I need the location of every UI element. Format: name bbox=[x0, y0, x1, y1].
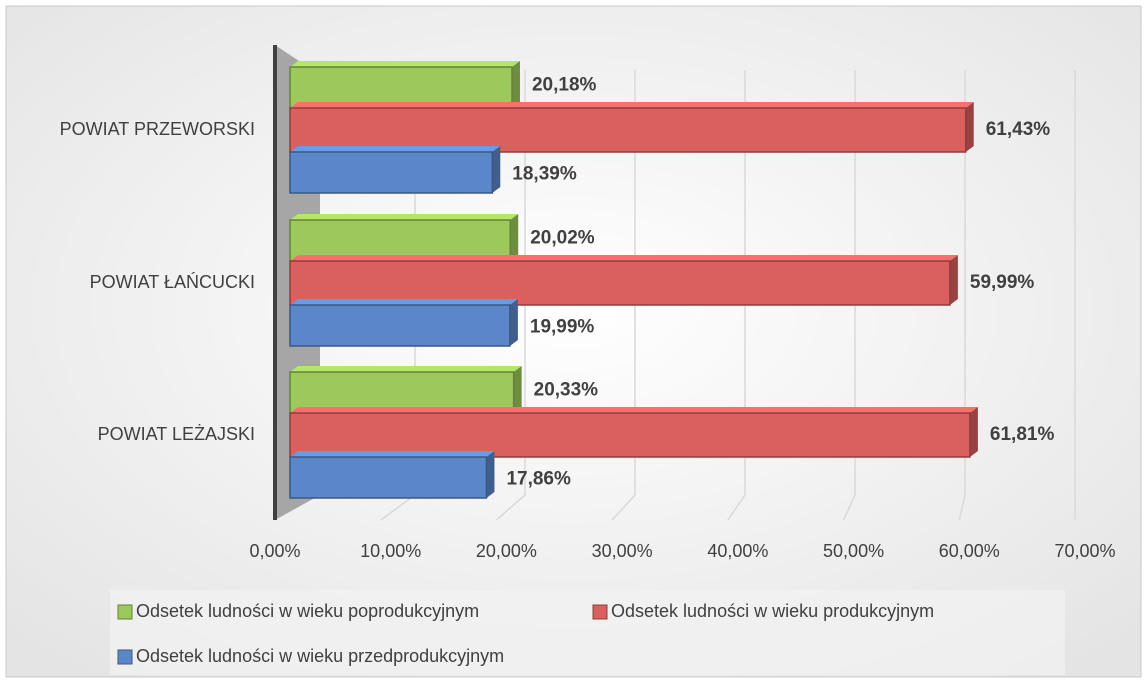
legend-box bbox=[110, 590, 1065, 675]
bar-top bbox=[290, 451, 495, 457]
grid-line bbox=[842, 70, 856, 521]
bar-side bbox=[509, 299, 518, 346]
x-tick-label: 0,00% bbox=[249, 541, 300, 561]
bar bbox=[289, 456, 488, 499]
bar-side bbox=[511, 61, 520, 108]
data-label: 20,18% bbox=[532, 75, 597, 96]
bar-top bbox=[290, 255, 958, 261]
x-tick-label: 30,00% bbox=[592, 541, 653, 561]
y-tick-label: POWIAT LEŻAJSKI bbox=[98, 424, 255, 444]
bar-side bbox=[949, 255, 958, 305]
bar-top bbox=[290, 102, 974, 108]
legend-label: Odsetek ludności w wieku produkcyjnym bbox=[611, 601, 934, 621]
x-tick-label: 50,00% bbox=[823, 541, 884, 561]
bar bbox=[289, 219, 511, 262]
grid-line bbox=[727, 70, 746, 521]
bar bbox=[289, 412, 971, 458]
data-label: 18,39% bbox=[512, 164, 577, 185]
grid-line bbox=[958, 70, 966, 521]
bar bbox=[289, 371, 515, 414]
bar-side bbox=[965, 102, 974, 152]
bar bbox=[289, 260, 951, 306]
x-tick-label: 10,00% bbox=[360, 541, 421, 561]
grid-line bbox=[611, 70, 636, 521]
bar-top bbox=[290, 299, 518, 305]
bar-side bbox=[486, 451, 495, 498]
bar-top bbox=[290, 366, 522, 372]
data-label: 61,43% bbox=[986, 119, 1051, 140]
grid-line bbox=[495, 70, 526, 521]
bar-top bbox=[290, 61, 520, 67]
bar bbox=[289, 66, 513, 109]
legend-swatch bbox=[117, 604, 133, 620]
x-tick-label: 40,00% bbox=[707, 541, 768, 561]
legend-label: Odsetek ludności w wieku poprodukcyjnym bbox=[136, 601, 479, 621]
bar-top bbox=[290, 407, 978, 413]
data-label: 61,81% bbox=[990, 424, 1055, 445]
x-tick-label: 60,00% bbox=[939, 541, 1000, 561]
bar bbox=[289, 107, 967, 153]
x-tick-label: 70,00% bbox=[1054, 541, 1115, 561]
bar-side bbox=[492, 146, 501, 193]
bar-side bbox=[513, 366, 522, 413]
bar-top bbox=[290, 146, 501, 152]
data-label: 20,33% bbox=[534, 380, 599, 401]
bar bbox=[289, 304, 511, 347]
data-label: 19,99% bbox=[530, 317, 595, 338]
legend-label: Odsetek ludności w wieku przedprodukcyjn… bbox=[136, 646, 504, 666]
legend-swatch bbox=[117, 649, 133, 665]
legend-swatch bbox=[592, 604, 608, 620]
y-tick-label: POWIAT ŁAŃCUCKI bbox=[90, 272, 255, 292]
data-label: 17,86% bbox=[506, 469, 571, 490]
y-tick-label: POWIAT PRZEWORSKI bbox=[60, 119, 255, 139]
bar-side bbox=[969, 407, 978, 457]
bar-top bbox=[290, 214, 519, 220]
data-label: 20,02% bbox=[530, 228, 595, 249]
x-tick-label: 20,00% bbox=[476, 541, 537, 561]
bar-side bbox=[510, 214, 519, 261]
data-label: 59,99% bbox=[970, 272, 1035, 293]
bar bbox=[289, 151, 494, 194]
